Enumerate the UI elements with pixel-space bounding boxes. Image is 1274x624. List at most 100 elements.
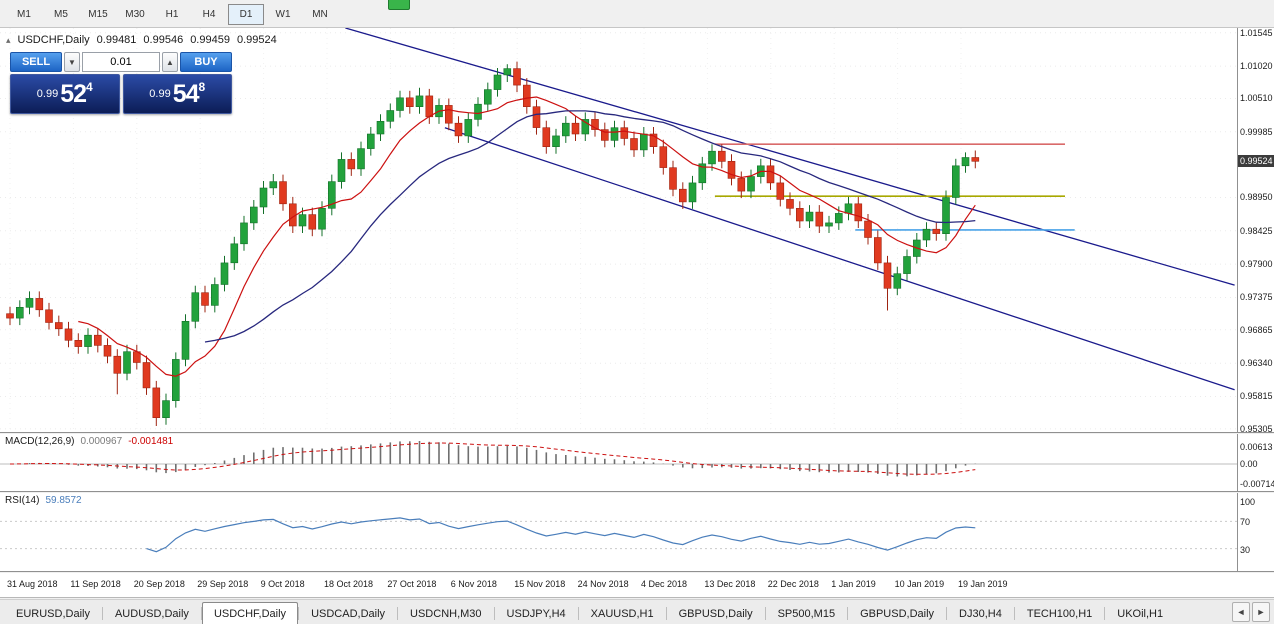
rsi-label: RSI(14) 59.8572 (5, 495, 82, 506)
sell-price-big: 52 (60, 79, 87, 108)
ohlc-low: 0.99459 (190, 34, 230, 46)
candlestick-chart[interactable] (0, 28, 1237, 433)
timeframe-button-m1[interactable]: M1 (17, 9, 31, 20)
tab-scroll-arrows: ◄ ► (1228, 602, 1274, 624)
rsi-axis: 100 70 30 (1237, 493, 1274, 571)
timeframe-button-w1[interactable]: W1 (275, 9, 291, 20)
sell-button[interactable]: SELL (10, 52, 62, 72)
chart-tab-tech100-h1[interactable]: TECH100,H1 (1026, 607, 1093, 620)
tab-separator (847, 607, 849, 620)
price-axis-label: 0.98425 (1240, 225, 1273, 236)
macd-label: MACD(12,26,9) 0.000967 -0.001481 (5, 436, 173, 447)
macd-axis-label: -0.00714 (1240, 479, 1274, 489)
date-axis-label: 11 Sep 2018 (70, 579, 121, 589)
rsi-chart (0, 517, 1237, 553)
rsi-axis-label: 70 (1240, 517, 1251, 528)
tab-separator (298, 607, 300, 620)
date-axis-label: 1 Jan 2019 (831, 579, 876, 589)
chart-tab-usdcnh-m30[interactable]: USDCNH,M30 (410, 607, 482, 620)
timeframe-buttons: M1 M5 M15 M30 H1 H4 D1 W1 MN (6, 4, 339, 25)
timeframe-button-m15[interactable]: M15 (88, 9, 108, 20)
date-axis-label: 19 Jan 2019 (958, 579, 1008, 589)
date-axis-label: 6 Nov 2018 (450, 579, 497, 589)
date-axis-label: 13 Dec 2018 (704, 579, 756, 589)
tab-separator (1013, 607, 1015, 620)
tab-scroll-left-button[interactable]: ◄ (1232, 602, 1250, 622)
tab-separator (200, 607, 202, 620)
toolbar-green-icon[interactable] (388, 0, 410, 10)
macd-name: MACD(12,26,9) (5, 436, 75, 447)
chart-tab-usdchf-daily[interactable]: USDCHF,Daily (201, 602, 299, 624)
sell-price-base: 0.99 (36, 88, 59, 100)
volume-input[interactable] (82, 52, 160, 72)
price-axis-label: 0.95305 (1240, 423, 1273, 434)
timeframe-button-m30[interactable]: M30 (125, 9, 145, 20)
timeframe-toolbar: M1 M5 M15 M30 H1 H4 D1 W1 MN (0, 0, 1274, 28)
macd-axis: 0.00613 0.00 -0.00714 (1237, 434, 1274, 491)
tab-separator (101, 607, 103, 620)
price-axis-label: 0.96340 (1240, 358, 1273, 369)
price-axis[interactable]: 1.01545 1.01020 1.00510 0.99985 0.98950 0.984… (1237, 27, 1274, 434)
date-axis[interactable]: 31 Aug 2018 11 Sep 2018 20 Sep 2018 29 Sep … (0, 573, 1274, 598)
timeframe-button-d1[interactable]: D1 (228, 4, 264, 25)
tab-separator (946, 607, 948, 620)
tab-separator (1104, 607, 1106, 620)
rsi-axis-label: 100 (1240, 497, 1256, 507)
rsi-panel[interactable]: RSI(14) 59.8572 100 70 30 (0, 493, 1274, 572)
tab-separator (397, 607, 399, 620)
price-axis-label: 1.01545 (1240, 27, 1273, 38)
chart-symbol-label: USDCHF,Daily (17, 34, 90, 46)
chart-tab-sp500-m15[interactable]: SP500,M15 (777, 607, 836, 620)
tab-separator (764, 607, 766, 620)
ohlc-open: 0.99481 (96, 34, 137, 46)
chart-tab-eurusd-daily[interactable]: EURUSD,Daily (16, 607, 90, 620)
one-click-trading-widget: SELL ▼ ▲ BUY 0.99 52 4 0.99 54 8 (10, 52, 232, 114)
current-price-badge: 0.99524 (1238, 155, 1274, 168)
date-axis-label: 9 Oct 2018 (260, 579, 305, 589)
tab-separator (665, 607, 667, 620)
date-axis-label: 22 Dec 2018 (767, 579, 819, 589)
buy-price-base: 0.99 (149, 88, 171, 100)
timeframe-button-m5[interactable]: M5 (54, 9, 68, 20)
chart-tab-dj30-h4[interactable]: DJ30,H4 (959, 607, 1002, 620)
timeframe-button-h1[interactable]: H1 (165, 9, 179, 20)
main-chart-panel[interactable]: ▴ USDCHF,Daily 0.99481 0.99546 0.99459 0… (0, 27, 1274, 434)
chart-tab-audusd-daily[interactable]: AUDUSD,Daily (114, 607, 189, 620)
price-axis-label: 0.98950 (1240, 192, 1273, 203)
chart-tab-gbpusd-daily[interactable]: GBPUSD,Daily (678, 607, 753, 620)
tab-scroll-right-button[interactable]: ► (1252, 602, 1270, 622)
timeframe-button-mn[interactable]: MN (312, 9, 328, 20)
volume-up-button[interactable]: ▲ (162, 52, 178, 72)
chart-tab-gbpusd-daily[interactable]: GBPUSD,Daily (860, 607, 935, 620)
date-axis-label: 31 Aug 2018 (7, 579, 58, 589)
macd-panel[interactable]: MACD(12,26,9) 0.000967 -0.001481 0.00613… (0, 434, 1274, 492)
chart-tab-bar: EURUSD,Daily AUDUSD,Daily USDCHF,Daily USDC… (0, 599, 1274, 624)
price-axis-label: 0.99985 (1240, 126, 1273, 137)
buy-price-panel[interactable]: 0.99 54 8 (122, 74, 232, 114)
collapse-triangle-icon[interactable]: ▴ (6, 34, 11, 45)
rsi-value: 59.8572 (45, 495, 82, 506)
macd-axis-label: 0.00613 (1240, 442, 1273, 452)
price-axis-label: 0.97900 (1240, 259, 1273, 270)
date-axis-label: 20 Sep 2018 (133, 579, 185, 589)
date-axis-label: 10 Jan 2019 (894, 579, 945, 589)
chart-tab-xauusd-h1[interactable]: XAUUSD,H1 (590, 607, 654, 620)
ohlc-info-line: ▴ USDCHF,Daily 0.99481 0.99546 0.99459 0… (6, 34, 277, 46)
date-axis-label: 24 Nov 2018 (577, 579, 629, 589)
tab-separator (493, 607, 495, 620)
sell-price-sup: 4 (86, 80, 93, 94)
price-axis-label: 1.01020 (1240, 61, 1273, 72)
chart-tab-usdcad-daily[interactable]: USDCAD,Daily (311, 607, 386, 620)
macd-axis-label: 0.00 (1240, 459, 1258, 469)
timeframe-button-h4[interactable]: H4 (202, 9, 216, 20)
volume-down-button[interactable]: ▼ (64, 52, 80, 72)
chart-tab-usdjpy-h4[interactable]: USDJPY,H4 (506, 607, 566, 620)
macd-chart (0, 441, 1237, 477)
macd-main-value: 0.000967 (80, 436, 123, 447)
buy-button[interactable]: BUY (180, 52, 232, 72)
rsi-axis-label: 30 (1240, 544, 1251, 555)
tab-separator (577, 607, 579, 620)
sell-price-panel[interactable]: 0.99 52 4 (10, 74, 120, 114)
chart-tab-ukoil-h1[interactable]: UKOil,H1 (1117, 607, 1164, 620)
